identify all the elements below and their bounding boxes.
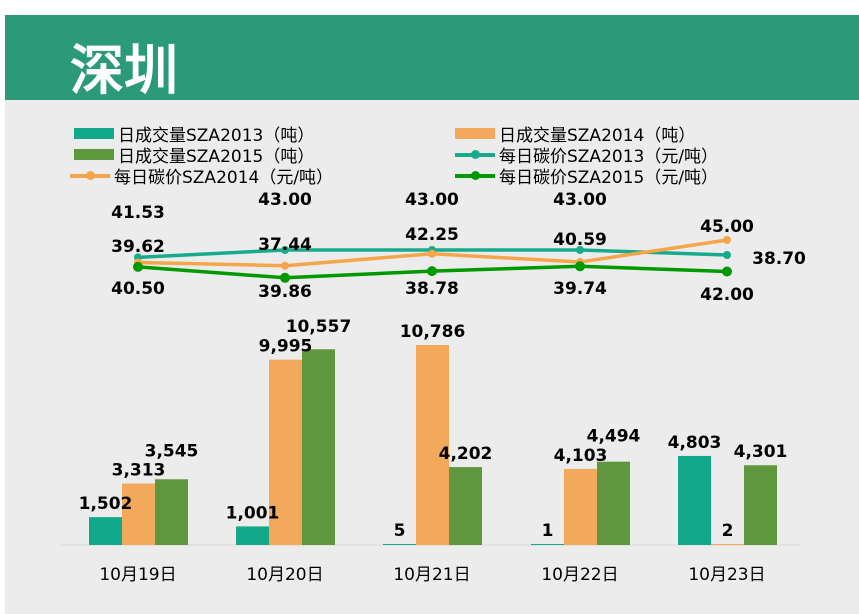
legend-line-2014: 每日碳价SZA2014（元/吨） — [70, 163, 333, 188]
bar — [597, 461, 630, 545]
line-data-label: 38.78 — [405, 279, 459, 299]
legend-label: 每日碳价SZA2015（元/吨） — [499, 168, 719, 188]
legend-label: 日成交量SZA2013（吨） — [118, 126, 315, 146]
price-point — [428, 249, 436, 258]
legend-label: 每日碳价SZA2013（元/吨） — [499, 147, 719, 167]
title-bar — [5, 15, 859, 100]
line-data-label: 38.70 — [752, 249, 806, 269]
bar — [416, 345, 449, 545]
line-data-label: 42.25 — [405, 225, 459, 245]
price-point — [280, 272, 290, 283]
bar-data-label: 3,313 — [112, 461, 166, 481]
bar — [564, 468, 597, 545]
bar-data-label: 4,103 — [554, 446, 608, 466]
bar — [449, 467, 482, 545]
line-data-label: 43.00 — [405, 190, 459, 210]
price-point — [575, 261, 585, 272]
line-data-label: 43.00 — [553, 190, 607, 210]
line-data-label: 37.44 — [258, 235, 312, 255]
legend-swatch — [455, 128, 495, 139]
legend-bar-2014: 日成交量SZA2014（吨） — [455, 121, 695, 146]
price-point — [576, 246, 584, 254]
bar-data-label: 1 — [542, 521, 554, 541]
x-tick-label: 10月22日 — [541, 565, 618, 585]
bar — [302, 349, 335, 545]
bar-data-label: 4,301 — [734, 442, 788, 462]
line-data-label: 39.74 — [553, 279, 607, 299]
x-tick-label: 10月20日 — [246, 565, 323, 585]
price-point — [281, 261, 289, 270]
legend-line-2015: 每日碳价SZA2015（元/吨） — [455, 163, 718, 188]
legend-bar-2015: 日成交量SZA2015（吨） — [74, 142, 314, 167]
bar-data-label: 1,502 — [79, 494, 133, 514]
bar — [383, 544, 416, 545]
bar-data-label: 4,494 — [587, 427, 641, 447]
legend-line-marker — [455, 170, 495, 180]
price-point — [723, 251, 731, 259]
bar — [711, 544, 744, 545]
legend-label: 日成交量SZA2015（吨） — [118, 147, 315, 167]
bar-data-label: 10,786 — [400, 322, 466, 342]
price-point — [427, 266, 437, 277]
bar-data-label: 5 — [394, 521, 406, 541]
x-tick-label: 10月19日 — [99, 565, 176, 585]
chart-title: 深圳 — [70, 39, 178, 102]
line-data-label: 42.00 — [700, 285, 754, 305]
legend-line-marker — [455, 149, 495, 159]
price-point — [133, 261, 143, 272]
x-tick-label: 10月21日 — [393, 565, 470, 585]
line-data-label: 40.50 — [111, 279, 165, 299]
bar-data-label: 2 — [722, 521, 734, 541]
bar — [236, 526, 269, 545]
bar — [122, 483, 155, 545]
price-point — [281, 246, 289, 254]
bar — [155, 479, 188, 545]
x-tick-label: 10月23日 — [688, 565, 765, 585]
bar-data-label: 4,202 — [439, 444, 493, 464]
bar — [678, 455, 711, 545]
bar — [89, 517, 122, 545]
legend-bar-2013: 日成交量SZA2013（吨） — [74, 121, 314, 146]
legend-label: 每日碳价SZA2014（元/吨） — [114, 168, 334, 188]
line-data-label: 40.59 — [553, 230, 607, 250]
bar-data-label: 3,545 — [145, 441, 199, 461]
bar-data-label: 4,803 — [668, 433, 722, 453]
bar — [744, 465, 777, 545]
legend-swatch — [74, 149, 114, 160]
legend-line-marker — [70, 170, 110, 180]
bar — [269, 359, 302, 545]
legend-line-2013: 每日碳价SZA2013（元/吨） — [455, 142, 718, 167]
bar-data-label: 10,557 — [286, 317, 352, 337]
bar — [531, 544, 564, 545]
line-data-label: 45.00 — [700, 217, 754, 237]
bar-data-label: 1,001 — [226, 503, 280, 523]
line-data-label: 39.62 — [111, 237, 165, 257]
bar-data-label: 9,995 — [259, 337, 313, 357]
line-data-label: 43.00 — [258, 190, 312, 210]
legend-label: 日成交量SZA2014（吨） — [499, 126, 696, 146]
line-data-label: 39.86 — [258, 282, 312, 302]
price-point — [723, 236, 731, 244]
line-data-label: 41.53 — [111, 203, 165, 223]
legend-swatch — [74, 128, 114, 139]
price-point — [722, 266, 732, 277]
